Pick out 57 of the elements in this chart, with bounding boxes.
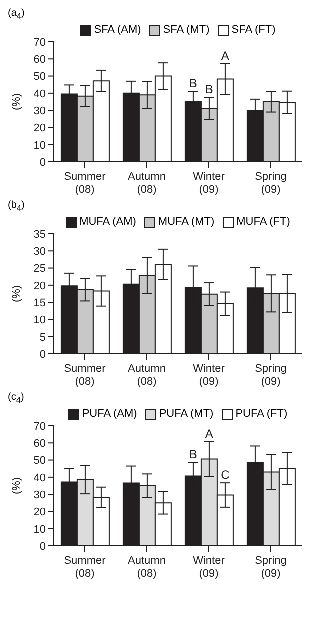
y-tick-label: 30 xyxy=(34,246,46,258)
x-tick-label: Autumn (08) xyxy=(128,363,166,388)
x-tick-label: Winter (09) xyxy=(193,171,226,196)
data-label: A xyxy=(205,426,214,441)
y-tick-label: 70 xyxy=(34,420,46,433)
x-tick-label: Spring (09) xyxy=(255,555,287,580)
legend-label: MUFA (FT) xyxy=(236,216,290,228)
data-label: A xyxy=(221,48,230,63)
y-tick-label: 40 xyxy=(34,88,46,100)
x-tick-label: Autumn (08) xyxy=(128,555,166,580)
y-axis-title: (%) xyxy=(10,285,23,303)
y-tick-label: 50 xyxy=(34,455,46,468)
x-tick-label: Summer (08) xyxy=(64,171,106,196)
y-tick-label: 20 xyxy=(34,122,46,135)
y-tick-label: 60 xyxy=(34,438,46,450)
x-tick-label: Autumn (08) xyxy=(128,171,166,196)
x-tick-label: Winter (09) xyxy=(193,555,226,580)
y-axis-title: (%) xyxy=(10,477,23,495)
y-tick-label: 25 xyxy=(34,263,46,276)
x-tick-label: Spring (09) xyxy=(255,363,287,388)
chart-title: (b$_{4}$) xyxy=(8,200,26,213)
data-label: B xyxy=(205,82,214,97)
chart-title: (c$_{4}$) xyxy=(8,392,26,405)
legend-label: MUFA (MT) xyxy=(157,216,215,228)
y-tick-label: 60 xyxy=(34,54,46,66)
y-tick-label: 20 xyxy=(34,280,46,292)
y-tick-label: 70 xyxy=(34,36,46,49)
y-tick-label: 20 xyxy=(34,506,46,519)
legend-label: PUFA (FT) xyxy=(234,408,288,420)
legend-label: PUFA (AM) xyxy=(81,408,138,420)
y-tick-label: 10 xyxy=(34,524,46,536)
y-tick-label: 40 xyxy=(34,472,46,484)
x-tick-label: Winter (09) xyxy=(193,363,226,388)
y-tick-label: 35 xyxy=(34,228,46,241)
legend-label: SFA (FT) xyxy=(230,24,276,36)
data-label: B xyxy=(189,448,198,462)
y-tick-label: 0 xyxy=(40,348,46,361)
y-tick-label: 0 xyxy=(40,540,46,553)
y-tick-label: 30 xyxy=(34,489,46,502)
y-tick-label: 5 xyxy=(40,332,46,344)
legend-label: SFA (MT) xyxy=(162,24,210,36)
x-tick-label: Summer (08) xyxy=(64,555,106,580)
data-label: C xyxy=(221,468,230,482)
y-axis-title: (%) xyxy=(10,93,23,111)
chart-title: (a$_{4}$) xyxy=(8,8,26,21)
legend-label: SFA (AM) xyxy=(93,24,142,36)
data-label: B xyxy=(189,76,198,91)
y-tick-label: 50 xyxy=(34,71,46,84)
legend-label: MUFA (AM) xyxy=(78,216,136,228)
x-tick-label: Spring (09) xyxy=(255,171,287,196)
y-tick-label: 10 xyxy=(34,140,46,152)
legend-label: PUFA (MT) xyxy=(158,408,214,420)
x-tick-label: Summer (08) xyxy=(64,363,106,388)
y-tick-label: 15 xyxy=(34,297,46,310)
y-tick-label: 0 xyxy=(40,156,46,169)
y-tick-label: 10 xyxy=(34,314,46,327)
y-tick-label: 30 xyxy=(34,105,46,118)
